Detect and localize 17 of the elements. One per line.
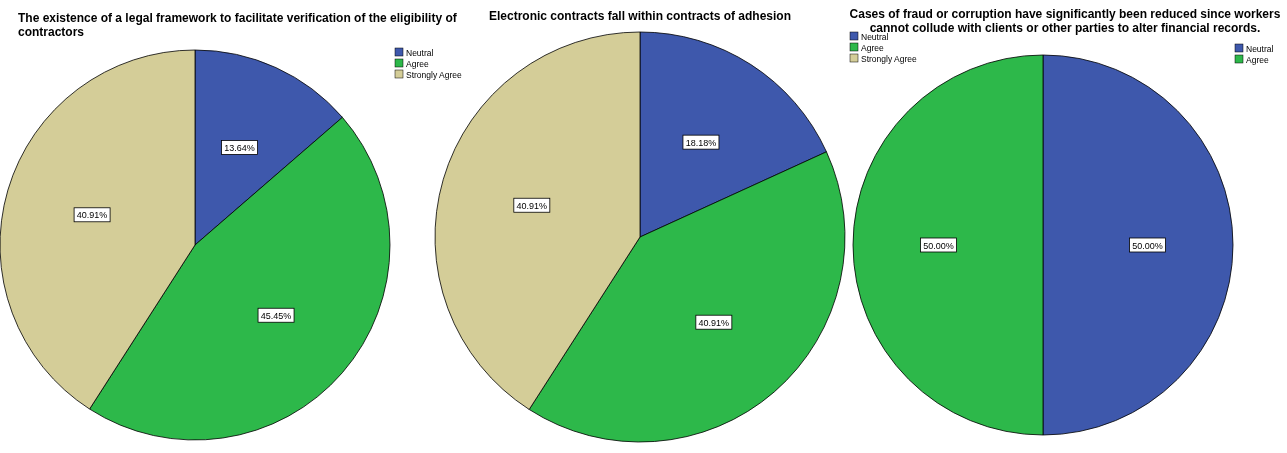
legend-label: Strongly Agree (406, 69, 463, 80)
legend-label: Strongly Agree (861, 53, 918, 64)
legend-label: Agree (1246, 54, 1269, 65)
chart-title: The existence of a legal framework to facilitate verification of the eligibility of contractors (18, 11, 458, 39)
data-label: 45.45% (260, 310, 292, 321)
legend-label: Agree (406, 58, 429, 69)
chart-title: Electronic contracts fall within contracts of adhesion (488, 9, 792, 23)
data-label: 50.00% (923, 240, 954, 251)
data-label: 13.64% (224, 142, 255, 153)
data-label: 18.18% (685, 137, 717, 148)
legend-label: Neutral (406, 47, 434, 58)
legend-label: Neutral (1246, 43, 1274, 54)
data-label: 50.00% (1132, 240, 1163, 251)
data-label: 40.91% (76, 210, 108, 221)
data-label: 40.91% (516, 200, 548, 211)
data-label: 40.91% (698, 317, 730, 328)
legend-label: Agree (861, 42, 884, 53)
